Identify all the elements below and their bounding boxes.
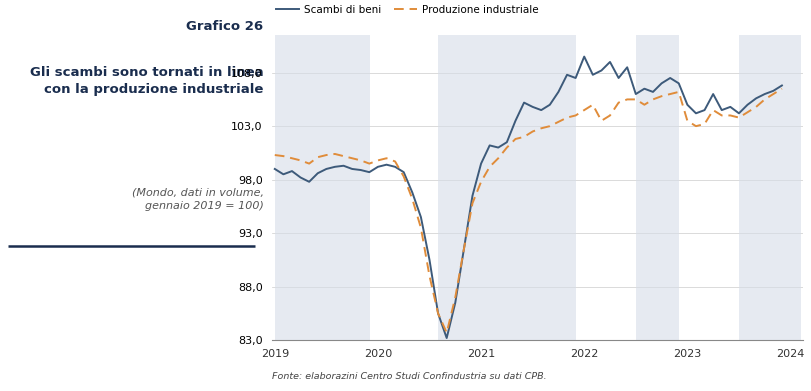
Produzione industriale — [399, 174, 409, 179]
Produzione industriale — [442, 330, 452, 335]
Text: (Mondo, dati in volume,
gennaio 2019 = 100): (Mondo, dati in volume, gennaio 2019 = 1… — [131, 188, 264, 211]
Scambi di beni — [399, 170, 409, 174]
Scambi di beni — [442, 336, 452, 341]
Produzione industriale — [597, 118, 607, 123]
Scambi di beni — [777, 83, 787, 88]
Line: Scambi di beni: Scambi di beni — [275, 57, 782, 338]
Scambi di beni — [270, 167, 280, 171]
Produzione industriale — [777, 86, 787, 91]
Scambi di beni — [356, 168, 366, 172]
Bar — [739, 35, 800, 340]
Bar — [636, 35, 679, 340]
Scambi di beni — [433, 311, 443, 316]
Legend: Scambi di beni, Produzione industriale: Scambi di beni, Produzione industriale — [272, 1, 543, 19]
Produzione industriale — [450, 295, 460, 300]
Text: Grafico 26: Grafico 26 — [187, 20, 264, 32]
Produzione industriale — [356, 158, 366, 163]
Bar — [275, 35, 370, 340]
Line: Produzione industriale: Produzione industriale — [275, 89, 782, 333]
Produzione industriale — [433, 311, 443, 316]
Text: Gli scambi sono tornati in linea
con la produzione industriale: Gli scambi sono tornati in linea con la … — [30, 66, 264, 96]
Scambi di beni — [605, 59, 615, 64]
Scambi di beni — [416, 215, 426, 219]
Scambi di beni — [450, 300, 460, 305]
Produzione industriale — [416, 226, 426, 230]
Scambi di beni — [579, 54, 589, 59]
Text: Fonte: elaborazini Centro Studi Confindustria su dati CPB.: Fonte: elaborazini Centro Studi Confindu… — [272, 372, 547, 381]
Bar — [438, 35, 576, 340]
Produzione industriale — [270, 153, 280, 158]
